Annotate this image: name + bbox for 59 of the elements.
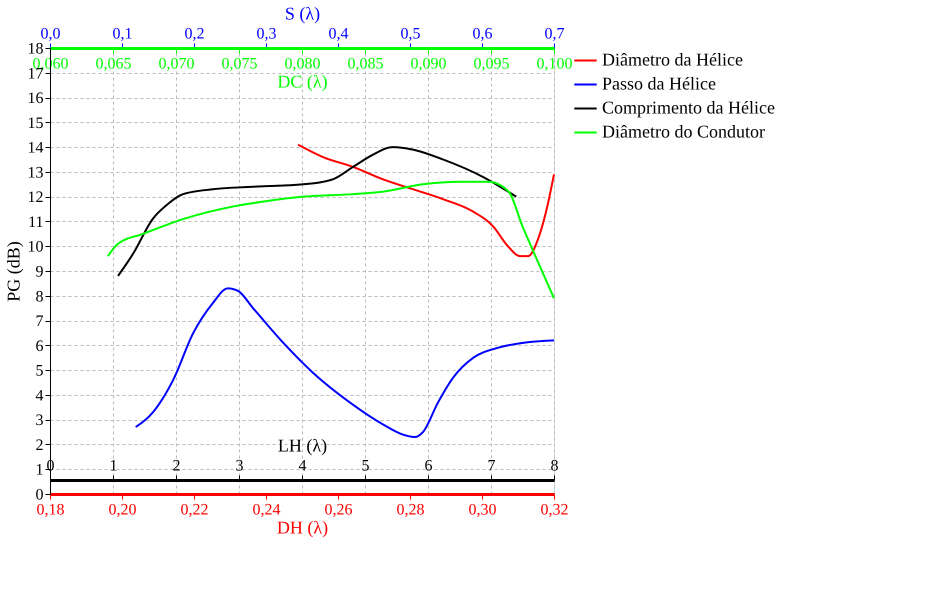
y-tick-label: 16 bbox=[28, 90, 44, 108]
x2-tick-label: 0,0 bbox=[40, 26, 60, 42]
y-tick-label: 2 bbox=[36, 436, 44, 454]
x2-tick-label: 0,2 bbox=[184, 26, 204, 42]
y-tick-label: 4 bbox=[36, 387, 44, 404]
x2-tick-label: 0,085 bbox=[348, 56, 384, 72]
x-tick-label: 5 bbox=[362, 458, 370, 474]
y-axis-title: PG (dB) bbox=[4, 241, 24, 302]
legend-label: Diâmetro da Hélice bbox=[602, 50, 743, 70]
y-tick-label: 13 bbox=[28, 164, 44, 182]
x2-tick-label: 0,100 bbox=[536, 56, 572, 72]
y-tick-label: 6 bbox=[36, 338, 44, 355]
y-tick-label: 9 bbox=[36, 264, 44, 280]
legend-label: Passo da Hélice bbox=[602, 74, 716, 94]
x2-tick-label: 0,070 bbox=[158, 56, 194, 72]
x2-tick-label: 0,080 bbox=[284, 56, 320, 72]
y-tick-label: 7 bbox=[36, 313, 44, 330]
x2-tick-label: 0,5 bbox=[400, 26, 420, 42]
line-series bbox=[297, 144, 555, 258]
x-tick-label: 1 bbox=[110, 458, 118, 474]
x2-axis-title: DC (λ) bbox=[277, 72, 328, 92]
y-tick-label: 14 bbox=[28, 140, 44, 157]
y-tick-label: 0 bbox=[36, 486, 44, 504]
x-tick-label: 3 bbox=[236, 458, 244, 474]
x2-tick-label: 0,095 bbox=[474, 56, 510, 72]
legend-label: Comprimento da Hélice bbox=[602, 98, 775, 118]
x-tick-label: 0,30 bbox=[468, 502, 496, 518]
x-tick-label: 0,24 bbox=[252, 502, 280, 518]
x2-tick-label: 0,090 bbox=[410, 56, 446, 72]
x-tick-label: 7 bbox=[488, 458, 496, 474]
x2-tick-label: 0,4 bbox=[328, 26, 348, 42]
x-tick-label: 6 bbox=[424, 458, 432, 474]
y-tick-label: 15 bbox=[28, 114, 44, 132]
x2-tick-label: 0,6 bbox=[472, 26, 492, 42]
x-axis-title: LH (λ) bbox=[278, 436, 328, 456]
y-tick-label: 11 bbox=[28, 214, 44, 231]
y-tick-label: 5 bbox=[36, 362, 44, 380]
x2-tick-label: 0,7 bbox=[544, 26, 564, 42]
x2-tick-label: 0,1 bbox=[112, 26, 132, 42]
legend-label: Diâmetro do Condutor bbox=[602, 122, 765, 142]
x2-tick-label: 0,075 bbox=[222, 56, 258, 72]
x-tick-label: 0,18 bbox=[36, 502, 64, 518]
x-tick-label: 0,28 bbox=[396, 502, 424, 518]
x-tick-label: 2 bbox=[172, 458, 180, 474]
y-tick-label: 12 bbox=[28, 189, 44, 206]
x2-tick-label: 0,065 bbox=[96, 56, 132, 72]
y-tick-label: 8 bbox=[36, 288, 44, 306]
x-tick-label: 8 bbox=[550, 458, 558, 474]
y-tick-label: 10 bbox=[28, 238, 44, 256]
x-tick-label: 0,22 bbox=[180, 502, 208, 518]
x-tick-label: 0,20 bbox=[108, 502, 136, 518]
x-tick-label: 0,26 bbox=[324, 502, 352, 518]
x2-axis-title: S (λ) bbox=[284, 4, 320, 24]
x-tick-label: 4 bbox=[298, 458, 306, 474]
x2-tick-label: 0,3 bbox=[256, 26, 276, 42]
x-tick-label: 0,32 bbox=[540, 502, 568, 518]
y-tick-label: 3 bbox=[36, 412, 44, 430]
y-tick-label: 18 bbox=[28, 40, 44, 58]
x-axis-title: DH (λ) bbox=[276, 518, 328, 538]
